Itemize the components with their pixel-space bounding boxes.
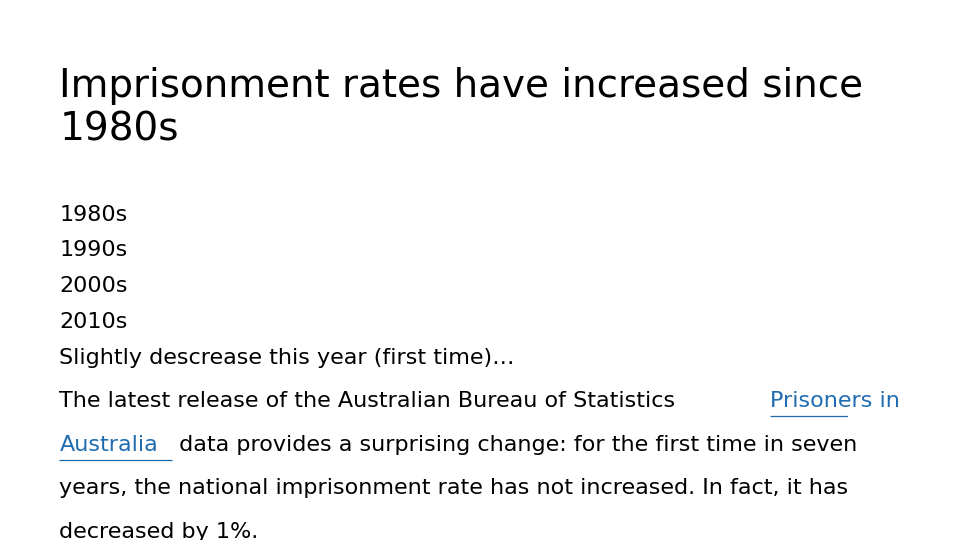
Text: 1980s: 1980s [60, 205, 128, 225]
Text: Slightly descrease this year (first time)…: Slightly descrease this year (first time… [60, 348, 515, 368]
Text: Imprisonment rates have increased since
1980s: Imprisonment rates have increased since … [60, 66, 863, 148]
Text: data provides a surprising change: for the first time in seven: data provides a surprising change: for t… [172, 435, 857, 455]
Text: 1990s: 1990s [60, 240, 128, 260]
Text: 2010s: 2010s [60, 312, 128, 332]
Text: years, the national imprisonment rate has not increased. In fact, it has: years, the national imprisonment rate ha… [60, 478, 849, 498]
Text: 2000s: 2000s [60, 276, 128, 296]
Text: Australia: Australia [60, 435, 158, 455]
Text: The latest release of the Australian Bureau of Statistics: The latest release of the Australian Bur… [60, 392, 683, 411]
Text: Prisoners in: Prisoners in [770, 392, 900, 411]
Text: decreased by 1%.: decreased by 1%. [60, 522, 258, 540]
